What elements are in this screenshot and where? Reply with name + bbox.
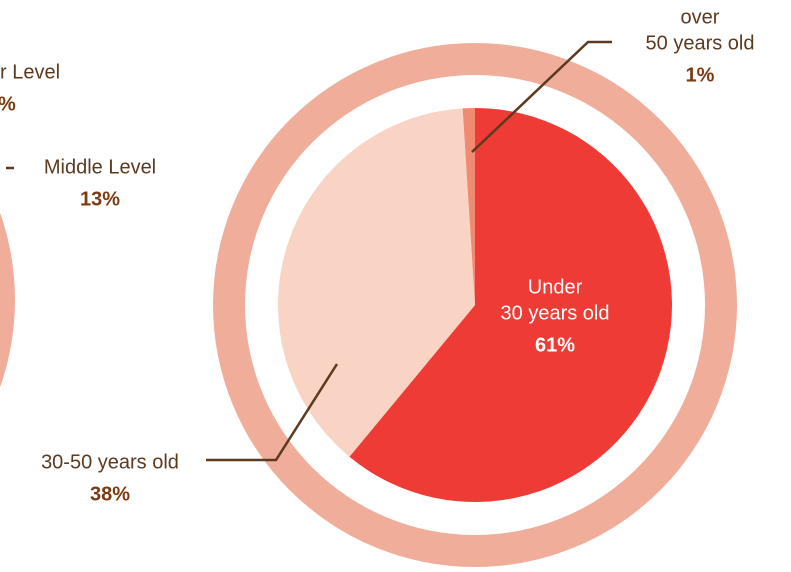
pie-slice [349,108,672,502]
annotation-value: 13% [80,188,120,210]
annotation: r Level [0,61,60,83]
pie-slice [277,108,475,457]
slice-label: 30 years old [501,302,610,324]
leader-line [471,40,612,153]
value-label: 1% [686,64,715,86]
pie-slice [462,108,475,305]
annotation-value: % [0,93,16,115]
slice-label: 50 years old [646,32,755,54]
partial-chart-ring [0,212,15,388]
slice-label: Under [528,276,583,298]
value-label: 61% [535,334,575,356]
leader-line [206,363,339,462]
slice-label: over [681,6,720,28]
value-label: 38% [90,483,130,505]
slice-label: 30-50 years old [41,451,179,473]
annotation: Middle Level [44,156,156,178]
